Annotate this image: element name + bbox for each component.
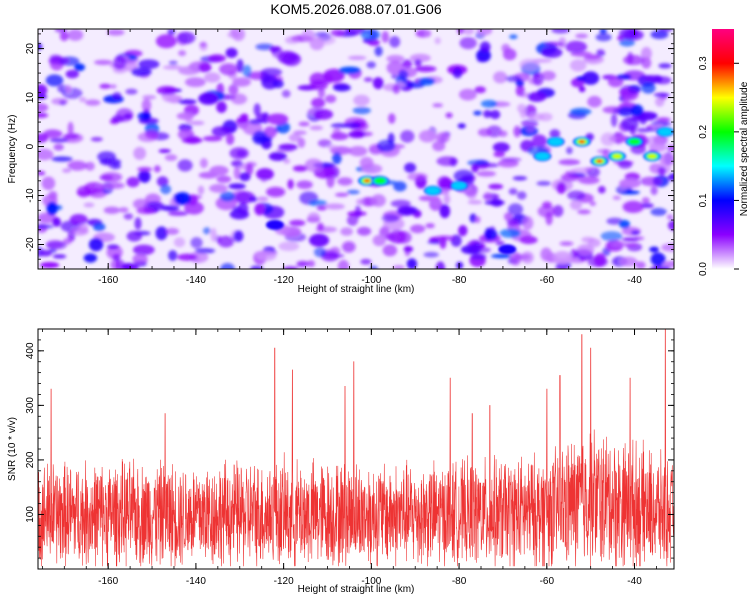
y-tick-label: 10 [25, 92, 36, 104]
snr-series-line [38, 329, 674, 567]
colorbar-tick-label: 0.2 [698, 124, 709, 138]
y-tick-label: -20 [25, 237, 36, 252]
y-tick-label: 400 [25, 342, 36, 359]
figure-title: KOM5.2026.088.07.01.G06 [270, 1, 441, 17]
snr-line-chart: -160 -140 -120 -100 -80 -60 -40 100 200 300 400 H… [7, 328, 675, 595]
x-tick-label: -40 [627, 275, 642, 286]
y-tick-label: 0 [25, 143, 36, 149]
x-tick-label: -80 [452, 275, 467, 286]
heatmap-hotspot-14 [265, 219, 284, 230]
heatmap-hotspots [265, 126, 674, 255]
x-tick-label: -80 [452, 576, 467, 587]
y-tick-label: -10 [25, 188, 36, 203]
heatmap-hotspot-3 [450, 180, 469, 191]
x-tick-label: -40 [627, 576, 642, 587]
heatmap-x-ticks: -160 -140 -120 -100 -80 -60 -40 [41, 29, 657, 286]
x-tick-label: -60 [540, 275, 555, 286]
heatmap-hotspot-7 [608, 151, 626, 162]
snr-x-ticks: -160 -140 -120 -100 -80 -60 -40 [41, 329, 657, 587]
heatmap-y-label: Frequency (Hz) [7, 115, 18, 184]
snr-y-label: SNR (10 * v/v) [7, 417, 18, 481]
y-tick-label: 300 [25, 397, 36, 414]
x-tick-label: -160 [98, 576, 118, 587]
x-tick-label: -140 [186, 576, 206, 587]
colorbar-tick-label: 0.0 [698, 262, 709, 276]
heatmap-hotspot-12 [656, 126, 674, 137]
heatmap-hotspot-1 [358, 175, 376, 186]
heatmap-hotspot-11 [533, 151, 552, 162]
snr-x-label: Height of straight line (km) [298, 584, 415, 595]
x-tick-label: -140 [186, 275, 206, 286]
heatmap-hotspot-4 [423, 185, 442, 196]
heatmap-hotspot-8 [625, 136, 644, 147]
colorbar-tick-label: 0.1 [698, 193, 709, 207]
heatmap-hotspot-9 [643, 151, 662, 162]
colorbar: 0.0 0.1 0.2 0.3 Normalized spectral amplitu… [698, 29, 750, 276]
colorbar-tick-label: 0.3 [698, 56, 709, 70]
heatmap-y-ticks: -20 -10 0 10 20 [25, 33, 674, 270]
heatmap-frame [37, 28, 675, 270]
heatmap-hotspot-13 [498, 244, 517, 255]
x-tick-label: -120 [274, 275, 294, 286]
x-tick-label: -100 [361, 576, 381, 587]
y-tick-label: 20 [25, 43, 36, 55]
heatmap-x-label: Height of straight line (km) [298, 284, 415, 295]
heatmap-hotspot-10 [546, 136, 565, 147]
x-tick-label: -160 [98, 275, 118, 286]
x-tick-label: -120 [274, 576, 294, 587]
colorbar-ticks: 0.0 0.1 0.2 0.3 [698, 56, 739, 276]
heatmap-hotspot-5 [572, 136, 591, 147]
y-tick-label: 200 [25, 451, 36, 468]
x-tick-label: -100 [361, 275, 381, 286]
heatmap-texture [38, 29, 674, 269]
heatmap-hotspot-6 [590, 156, 609, 167]
colorbar-label: Normalized spectral amplitude [739, 81, 750, 216]
heatmap-hotspot-2 [371, 175, 390, 186]
y-tick-label: 100 [25, 506, 36, 523]
x-tick-label: -60 [540, 576, 555, 587]
colorbar-gradient [712, 29, 734, 269]
snr-y-ticks: 100 200 300 400 [25, 328, 674, 559]
heatmap-field [38, 29, 674, 269]
